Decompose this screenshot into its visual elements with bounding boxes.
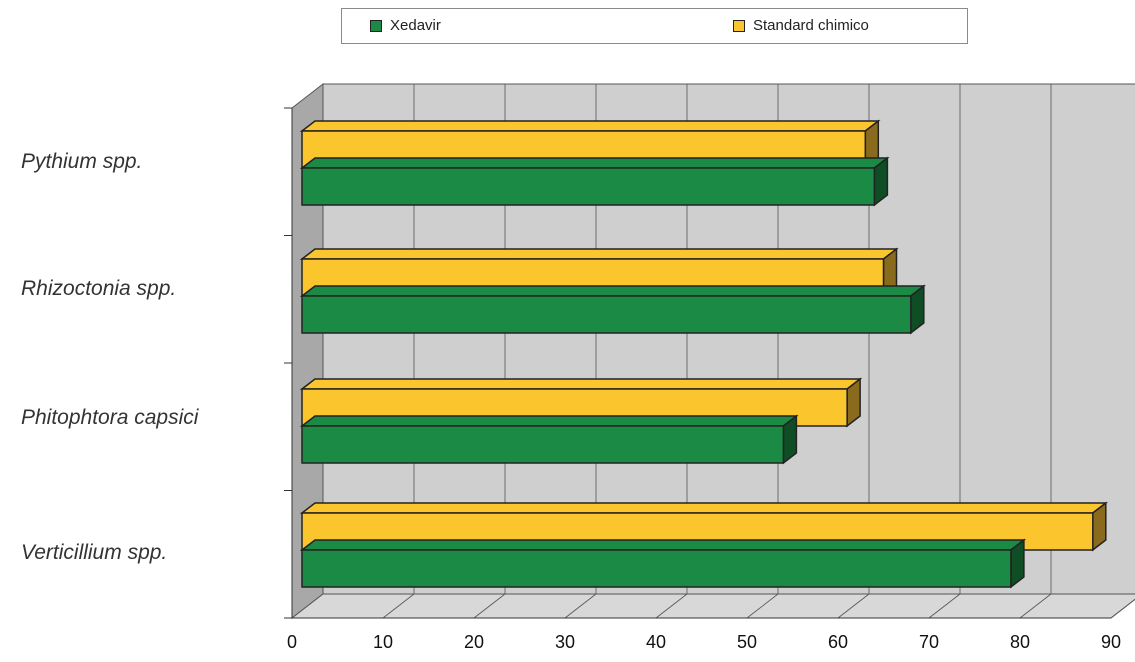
bar-standard-chimico-top xyxy=(299,378,863,390)
floor-gridline xyxy=(746,593,779,619)
category-label: Verticillium spp. xyxy=(21,541,168,564)
bar-xedavir-top xyxy=(299,285,927,297)
legend: Xedavir Standard chimico xyxy=(341,8,968,44)
x-tick-label: 10 xyxy=(372,632,394,652)
bar-standard-chimico-top xyxy=(299,120,881,132)
bar-xedavir-top xyxy=(299,539,1027,551)
floor-gridline xyxy=(473,593,506,619)
category-label: Pythium spp. xyxy=(21,150,143,173)
bar-standard-chimico-top xyxy=(299,502,1109,514)
bar-xedavir-top xyxy=(299,157,890,169)
bar-xedavir-top xyxy=(299,415,799,427)
bar-xedavir xyxy=(301,167,876,206)
category-label: Rhizoctonia spp. xyxy=(21,277,177,300)
bar-xedavir xyxy=(301,295,912,334)
bar-xedavir xyxy=(301,425,785,464)
x-tick-label: 60 xyxy=(827,632,849,652)
floor-gridline xyxy=(928,593,961,619)
legend-swatch-standard xyxy=(733,19,745,32)
bar-xedavir xyxy=(301,549,1012,588)
x-tick-label: 80 xyxy=(1009,632,1031,652)
floor-gridline xyxy=(1019,593,1052,619)
legend-item-xedavir: Xedavir xyxy=(370,17,441,34)
x-tick-label: 90 xyxy=(1100,632,1122,652)
bar-standard-chimico-top xyxy=(299,248,899,260)
x-tick-label: 20 xyxy=(463,632,485,652)
floor-gridline xyxy=(564,593,597,619)
legend-item-standard: Standard chimico xyxy=(733,17,869,34)
x-tick-label: 40 xyxy=(645,632,667,652)
floor-gridline xyxy=(837,593,870,619)
x-tick-label: 30 xyxy=(554,632,576,652)
floor-gridline xyxy=(1110,598,1135,619)
x-tick-label: 50 xyxy=(736,632,758,652)
x-tick-label: 0 xyxy=(286,632,298,652)
legend-label-xedavir: Xedavir xyxy=(390,17,441,34)
x-tick-label: 70 xyxy=(918,632,940,652)
plot-floor xyxy=(290,593,1135,619)
legend-label-standard: Standard chimico xyxy=(753,17,869,34)
legend-swatch-xedavir xyxy=(370,19,382,32)
category-label: Phitophtora capsici xyxy=(21,406,199,429)
floor-gridline xyxy=(382,593,415,619)
floor-gridline xyxy=(655,593,688,619)
